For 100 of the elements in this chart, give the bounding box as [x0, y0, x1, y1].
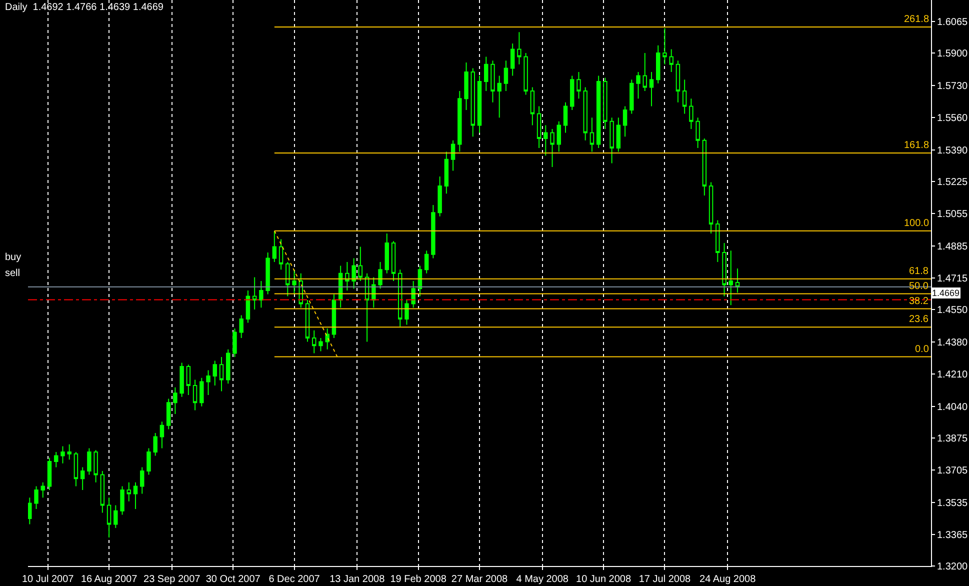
candlestick	[278, 238, 284, 270]
candlestick	[636, 72, 640, 100]
candlestick	[603, 77, 608, 130]
y-tick-label: 1.5730	[937, 80, 968, 92]
candlestick	[352, 258, 356, 290]
x-tick-label: 23 Sep 2007	[144, 574, 201, 585]
candlestick	[708, 182, 714, 234]
candlestick	[67, 444, 72, 460]
y-tick-label: 1.3875	[937, 433, 968, 444]
chart-title: Daily 1.4692 1.4766 1.4639 1.4669	[5, 2, 164, 13]
candlestick	[656, 44, 660, 84]
x-tick-label: 10 Jun 2008	[576, 574, 632, 585]
candlestick	[438, 176, 442, 217]
y-tick-label: 1.4380	[937, 337, 968, 348]
candlestick	[100, 470, 105, 514]
candlestick	[696, 117, 700, 149]
candlestick	[28, 497, 32, 525]
candlestick	[702, 138, 707, 196]
candlestick	[325, 328, 330, 350]
candlestick	[378, 262, 382, 290]
candlestick	[305, 300, 310, 342]
y-tick-label: 1.3200	[937, 562, 968, 572]
candlestick	[259, 280, 264, 308]
candlestick	[232, 328, 237, 358]
candlestick	[424, 250, 429, 274]
candlestick	[524, 52, 528, 96]
text: buy	[5, 252, 22, 263]
candlestick	[200, 377, 204, 407]
candlestick	[536, 106, 542, 149]
candlestick	[544, 124, 548, 156]
candlestick	[358, 246, 363, 282]
series-label: 100.0	[904, 218, 930, 229]
candlestick	[47, 457, 52, 490]
candlestick	[133, 482, 138, 510]
candlestick	[517, 32, 522, 65]
series-label: 261.8	[904, 14, 930, 25]
candlestick	[206, 370, 210, 396]
candlestick	[689, 98, 694, 130]
candlestick	[630, 79, 634, 114]
y-tick-label: 1.4550	[937, 305, 968, 316]
x-tick-label: 24 Aug 2008	[699, 574, 756, 585]
x-tick-label: 6 Dec 2007	[268, 574, 320, 585]
y-tick-label: 1.5560	[937, 113, 968, 124]
candlestick	[616, 117, 621, 152]
x-tick-label: 17 Jul 2008	[638, 574, 692, 585]
y-tick-label: 1.4715	[937, 274, 968, 285]
candlestick	[140, 466, 144, 494]
candlestick	[246, 290, 250, 324]
candlestick	[364, 272, 370, 342]
candlestick	[166, 398, 171, 430]
candlestick	[610, 117, 614, 164]
candlestick	[226, 348, 230, 384]
series-label: 23.6	[909, 314, 929, 325]
candlestick	[622, 106, 628, 138]
candlestick	[722, 242, 726, 297]
ref-line-label: 1.4669	[932, 288, 960, 298]
candlestick	[106, 497, 112, 538]
candlestick	[431, 204, 436, 259]
x-tick-label: 16 Aug 2007	[80, 574, 138, 585]
series-label: 0.0	[915, 344, 930, 355]
candlestick	[219, 356, 224, 392]
candlestick	[682, 79, 687, 114]
candlestick	[570, 75, 574, 111]
candlestick	[391, 240, 396, 282]
candlestick	[180, 362, 184, 398]
candlestick	[728, 250, 734, 306]
y-tick-label: 1.5055	[937, 209, 968, 220]
y-tick-label: 1.3535	[937, 498, 968, 509]
y-tick-label: 1.5900	[937, 48, 968, 60]
candlestick	[484, 56, 488, 92]
y-tick-label: 1.3365	[937, 530, 968, 542]
series-label: 161.8	[904, 140, 930, 151]
candlestick	[212, 360, 218, 386]
candlestick	[590, 117, 594, 152]
candlestick	[504, 60, 508, 92]
candlestick	[286, 262, 290, 297]
y-tick-label: 1.4040	[937, 402, 968, 413]
x-tick-label: 4 May 2008	[516, 574, 569, 585]
candlestick	[272, 230, 277, 263]
y-tick-label: 1.5225	[937, 176, 968, 188]
candlestick	[676, 60, 680, 103]
candlestick	[716, 220, 720, 263]
candlestick	[266, 252, 270, 295]
candlestick	[576, 72, 581, 100]
candlestick	[458, 90, 462, 152]
candlestick	[470, 68, 476, 138]
candlestick	[120, 486, 124, 516]
x-tick-label: 19 Feb 2008	[390, 574, 447, 585]
candlestick	[444, 151, 449, 194]
candlestick	[80, 466, 85, 490]
candlestick	[318, 338, 323, 352]
candlestick	[60, 446, 65, 464]
candlestick	[87, 448, 92, 476]
candlestick	[160, 421, 164, 449]
candlestick	[239, 314, 244, 338]
candlestick	[464, 62, 468, 111]
candlestick	[490, 60, 495, 103]
candlestick	[54, 452, 58, 468]
candlestick	[34, 486, 38, 510]
x-tick-label: 10 Jul 2007	[22, 574, 74, 585]
